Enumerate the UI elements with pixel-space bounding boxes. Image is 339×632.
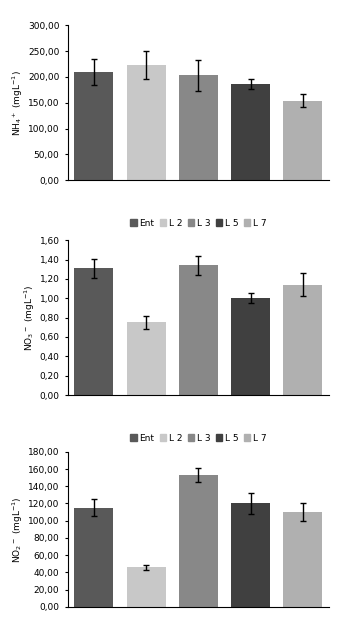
Y-axis label: NH$_4$$^+$ (mgL$^{-1}$): NH$_4$$^+$ (mgL$^{-1}$) <box>11 70 25 136</box>
Bar <box>231 84 270 180</box>
Bar <box>231 504 270 607</box>
Bar <box>126 322 166 395</box>
Bar <box>74 71 114 180</box>
Legend: Ent, L 2, L 3, L 5, L 7: Ent, L 2, L 3, L 5, L 7 <box>130 219 266 228</box>
Bar <box>179 265 218 395</box>
Bar <box>283 512 322 607</box>
Y-axis label: NO$_2$$^-$ (mgL$^{-1}$): NO$_2$$^-$ (mgL$^{-1}$) <box>11 496 25 562</box>
Bar <box>283 284 322 395</box>
Legend: Ent, L 2, L 3, L 5, L 7: Ent, L 2, L 3, L 5, L 7 <box>130 434 266 442</box>
Bar <box>74 268 114 395</box>
Bar <box>231 298 270 395</box>
Bar <box>283 100 322 180</box>
Y-axis label: NO$_3$$^-$ (mgL$^{-1}$): NO$_3$$^-$ (mgL$^{-1}$) <box>22 284 37 351</box>
Bar <box>179 475 218 607</box>
Bar <box>126 65 166 180</box>
Bar <box>179 75 218 180</box>
Bar <box>74 507 114 607</box>
Bar <box>126 567 166 607</box>
